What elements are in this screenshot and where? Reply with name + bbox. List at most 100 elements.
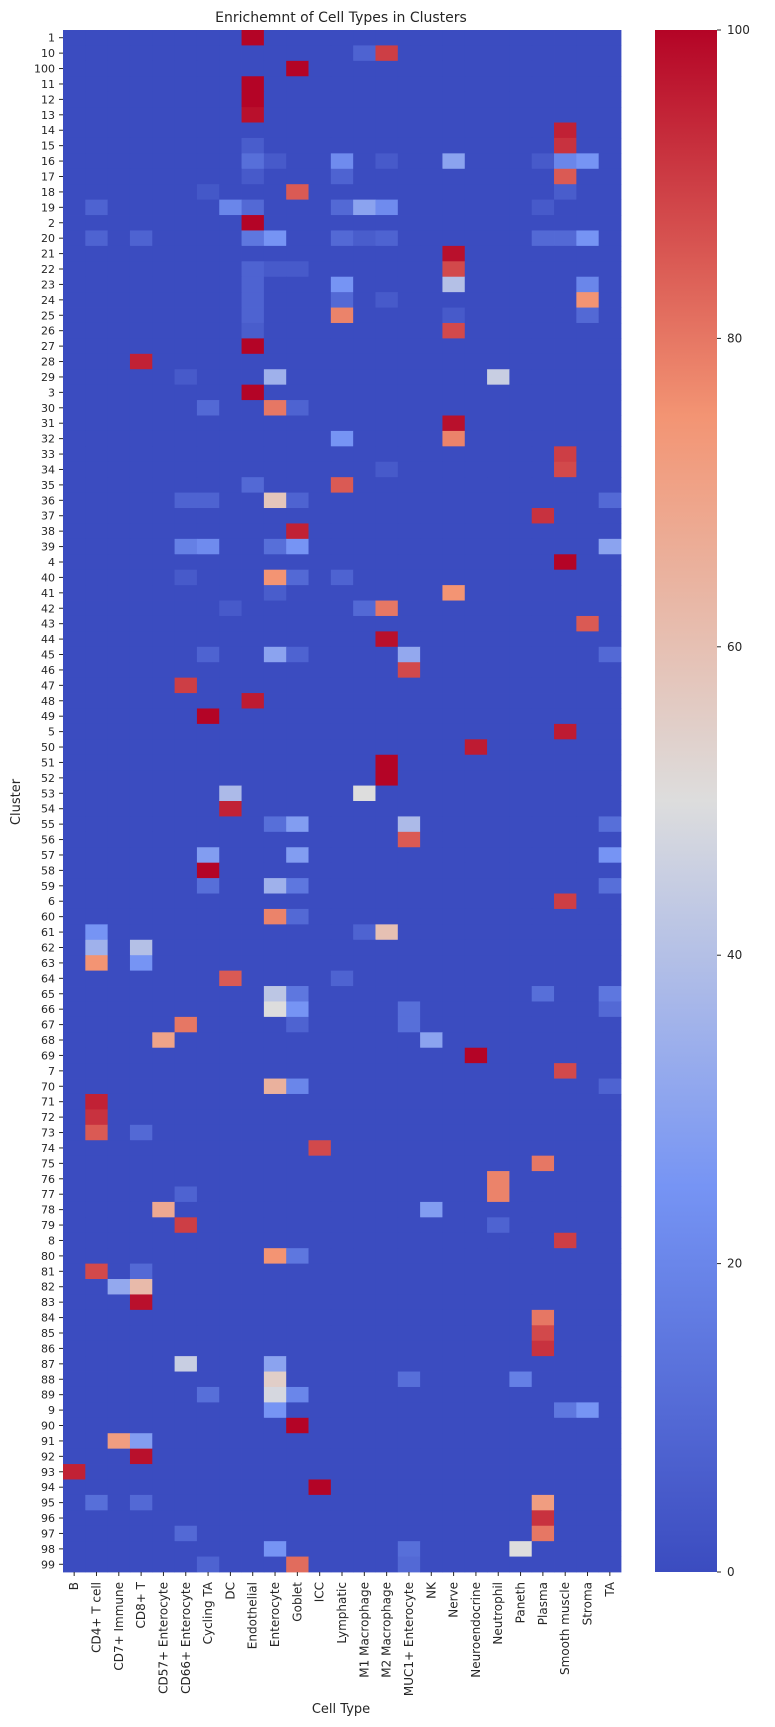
heatmap-cell (397, 369, 421, 386)
heatmap-cell (219, 477, 242, 493)
heatmap-cell (531, 384, 555, 401)
heatmap-cell (129, 1093, 153, 1110)
heatmap-cell (487, 91, 510, 108)
heatmap-cell (85, 415, 109, 432)
heatmap-cell (375, 847, 399, 864)
heatmap-cell (487, 76, 510, 93)
heatmap-cell (397, 446, 421, 463)
heatmap-cell (174, 1248, 198, 1264)
heatmap-cell (353, 1140, 376, 1157)
heatmap-cell (263, 1417, 287, 1434)
heatmap-cell (85, 508, 109, 524)
heatmap-cell (63, 215, 86, 231)
heatmap-cell (308, 677, 332, 694)
heatmap-cell (576, 1124, 600, 1141)
heatmap-cell (152, 1309, 175, 1326)
heatmap-cell (598, 292, 622, 308)
heatmap-cell (442, 1124, 466, 1141)
heatmap-cell (464, 862, 488, 879)
heatmap-cell (487, 230, 510, 247)
heatmap-cell (196, 1356, 220, 1372)
heatmap-cell (554, 554, 577, 571)
heatmap-cell (174, 122, 198, 139)
heatmap-cell (353, 153, 376, 170)
heatmap-cell (196, 1402, 220, 1419)
heatmap-cell (353, 245, 376, 262)
heatmap-cell (576, 1109, 600, 1126)
heatmap-cell (576, 60, 600, 77)
heatmap-cell (375, 1371, 399, 1388)
heatmap-cell (554, 1448, 577, 1465)
heatmap-cell (598, 1016, 622, 1033)
heatmap-cell (420, 878, 443, 894)
heatmap-cell (375, 569, 399, 586)
heatmap-cell (375, 631, 399, 648)
heatmap-cell (308, 168, 332, 185)
heatmap-cell (509, 646, 533, 663)
heatmap-cell (129, 153, 153, 170)
heatmap-cell (219, 662, 242, 679)
heatmap-cell (464, 1078, 488, 1095)
heatmap-cell (263, 60, 287, 77)
heatmap-cell (576, 554, 600, 571)
heatmap-cell (286, 924, 309, 941)
heatmap-cell (598, 1201, 622, 1218)
heatmap-cell (531, 631, 555, 648)
heatmap-cell (598, 801, 622, 817)
heatmap-cell (85, 230, 109, 247)
heatmap-cell (598, 199, 622, 216)
heatmap-cell (152, 91, 175, 108)
heatmap-cell (196, 523, 220, 540)
row-tick-label: 61 (41, 926, 55, 939)
heatmap-cell (219, 353, 242, 370)
heatmap-cell (286, 91, 309, 108)
heatmap-cell (442, 245, 466, 262)
heatmap-cell (85, 107, 109, 123)
heatmap-cell (420, 292, 443, 308)
heatmap-cell (241, 585, 265, 601)
heatmap-cell (531, 122, 555, 139)
heatmap-cell (263, 1032, 287, 1049)
heatmap-cell (241, 816, 265, 833)
heatmap-cell (107, 878, 131, 894)
heatmap-cell (487, 338, 510, 355)
heatmap-cell (442, 924, 466, 941)
heatmap-cell (286, 60, 309, 77)
heatmap-cell (263, 1217, 287, 1234)
heatmap-cell (330, 1402, 354, 1419)
heatmap-cell (353, 1279, 376, 1295)
heatmap-cell (107, 1078, 131, 1095)
heatmap-cell (598, 168, 622, 185)
heatmap-cell (286, 384, 309, 401)
heatmap-cell (330, 785, 354, 802)
heatmap-cell (263, 184, 287, 201)
heatmap-cell (554, 677, 577, 694)
heatmap-cell (219, 122, 242, 139)
heatmap-cell (464, 107, 488, 123)
heatmap-cell (129, 261, 153, 278)
heatmap-cell (219, 1309, 242, 1326)
heatmap-cell (219, 723, 242, 740)
heatmap-cell (509, 801, 533, 817)
heatmap-cell (63, 91, 86, 108)
heatmap-cell (330, 1109, 354, 1126)
heatmap-cell (509, 430, 533, 447)
heatmap-cell (263, 831, 287, 848)
heatmap-cell (330, 353, 354, 370)
heatmap-cell (286, 893, 309, 910)
heatmap-cell (397, 1464, 421, 1480)
heatmap-cell (464, 1001, 488, 1018)
heatmap-cell (286, 569, 309, 586)
heatmap-cell (353, 569, 376, 586)
heatmap-cell (263, 1371, 287, 1388)
heatmap-cell (531, 1510, 555, 1527)
heatmap-cell (129, 430, 153, 447)
column-tick-label: Lymphatic (335, 1582, 349, 1644)
heatmap-cell (487, 1525, 510, 1542)
heatmap-cell (420, 847, 443, 864)
heatmap-cell (464, 137, 488, 154)
heatmap-cell (397, 1279, 421, 1295)
heatmap-cell (464, 1433, 488, 1450)
heatmap-cell (375, 369, 399, 386)
heatmap-cell (107, 770, 131, 786)
